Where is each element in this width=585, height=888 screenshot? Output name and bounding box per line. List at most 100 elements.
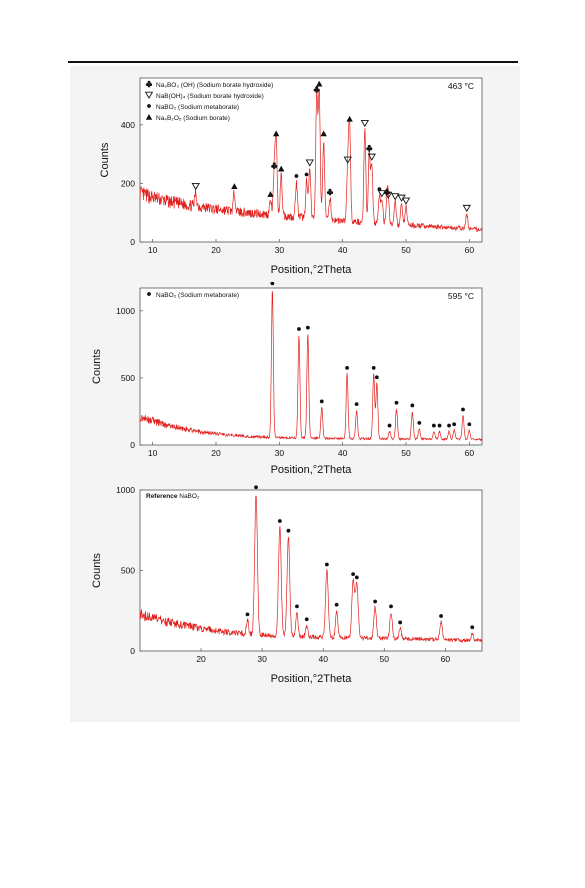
peak-marker-dot xyxy=(398,620,403,625)
peak-marker-dot xyxy=(345,365,349,370)
legend-formula: Reference xyxy=(146,493,178,500)
x-tick-label: 10 xyxy=(148,448,158,458)
diffraction-trace xyxy=(139,495,483,643)
x-tick-label: 50 xyxy=(380,654,390,664)
peak-marker-dot xyxy=(334,602,339,607)
legend-marker-dot xyxy=(147,292,151,296)
legend-entry: Na₄B₂O₅ (Sodium borate) xyxy=(156,115,230,122)
y-tick-label: 500 xyxy=(121,373,135,383)
peak-marker-dot xyxy=(437,423,442,428)
club-lobe xyxy=(328,188,332,192)
peak-marker-dot xyxy=(470,625,475,630)
legend-formula: NaB(OH)₄ xyxy=(156,93,186,100)
legend-formula: NaBO₂ xyxy=(156,104,177,111)
peak-marker-dot xyxy=(254,485,258,490)
peak-marker-dot xyxy=(417,420,422,425)
club-lobe xyxy=(271,164,275,168)
legend-name: (Sodium borate hydroxide) xyxy=(185,93,263,100)
legend-name: NaBO₂ xyxy=(177,493,200,500)
legend-formula: NaBO₂ xyxy=(156,292,177,299)
x-axis-label: Position,°2Theta xyxy=(271,264,353,276)
y-tick-label: 0 xyxy=(130,237,135,247)
xrd-chart-reference: 20 30 40 50 60 0 500 1000 Position,°2Theta Counts… xyxy=(70,484,520,689)
peak-marker-triangle-down xyxy=(367,153,376,161)
peak-marker-dot xyxy=(377,187,382,192)
peak-marker-dot xyxy=(387,423,392,428)
peak-marker-triangle-down xyxy=(360,120,370,128)
club-lobe xyxy=(367,144,371,148)
peak-marker-club xyxy=(366,144,373,152)
peak-marker-dot xyxy=(277,519,282,523)
peak-marker-dot xyxy=(324,562,329,567)
club-lobe xyxy=(272,162,276,166)
temperature-annotation: 463 °C xyxy=(448,81,474,91)
x-tick-label: 30 xyxy=(257,654,267,664)
y-tick-label: 1000 xyxy=(116,306,135,316)
page-header-rule xyxy=(68,61,518,63)
peak-marker-dot xyxy=(351,572,356,577)
legend-name: (Sodium borate) xyxy=(182,115,230,122)
y-tick-label: 1000 xyxy=(116,485,135,495)
y-tick-label: 200 xyxy=(121,178,135,188)
peak-marker-triangle-up xyxy=(231,183,238,190)
peak-marker-triangle-down xyxy=(391,193,400,201)
peak-marker-dot xyxy=(452,422,457,427)
club-lobe xyxy=(316,88,320,92)
legend-marker-triangle-down xyxy=(144,91,154,99)
peak-marker-dot xyxy=(467,422,472,427)
peak-marker-dot xyxy=(461,407,465,412)
x-axis-label: Position,°2Theta xyxy=(271,464,353,476)
peak-marker-club xyxy=(326,188,334,196)
peak-marker-dot xyxy=(394,400,399,405)
legend-name: (Sodium metaborate) xyxy=(176,292,239,299)
xrd-chart-595c: 10 20 30 40 50 60 0 500 1000 Position,°2Theta Coun… xyxy=(70,282,520,477)
peak-marker-triangle-up xyxy=(278,165,285,172)
legend-entry: Reference NaBO₂ xyxy=(146,493,200,500)
peak-marker-club xyxy=(313,86,320,93)
legend-entry: NaB(OH)₄ (Sodium borate hydroxide) xyxy=(156,93,264,100)
x-tick-label: 60 xyxy=(465,245,475,255)
club-stem xyxy=(272,165,276,169)
legend-marker-club xyxy=(145,80,153,88)
diffraction-trace xyxy=(139,290,483,442)
club-lobe xyxy=(313,88,317,92)
x-tick-label: 20 xyxy=(211,245,221,255)
peak-marker-dot xyxy=(286,528,291,533)
x-tick-label: 50 xyxy=(401,448,411,458)
peak-marker-dot xyxy=(354,575,359,580)
peak-marker-dot xyxy=(354,402,359,407)
chart-svg: 20 30 40 50 60 0 500 1000 Position,°2Theta Counts… xyxy=(91,485,483,685)
peak-marker-triangle-down xyxy=(401,197,411,205)
peak-marker-dot xyxy=(319,399,324,404)
x-tick-label: 40 xyxy=(338,448,348,458)
legend-marker-triangle-up xyxy=(145,114,153,120)
club-lobe xyxy=(145,83,149,87)
peak-marker-dot xyxy=(410,403,415,408)
y-axis-label: Counts xyxy=(91,349,103,384)
club-stem xyxy=(315,89,318,93)
y-axis-label: Counts xyxy=(91,553,103,588)
club-stem xyxy=(328,192,332,196)
chart-svg: 10 20 30 40 50 60 0 200 400 Position,°2Theta Count… xyxy=(99,77,483,276)
legend-formula: Na₄B₂O₅ xyxy=(156,115,182,122)
y-tick-label: 0 xyxy=(130,646,135,656)
club-stem xyxy=(367,148,371,152)
y-axis-label: Counts xyxy=(99,142,111,177)
peak-marker-dot xyxy=(245,612,250,617)
peak-marker-dot xyxy=(373,599,378,604)
legend-marker-dot xyxy=(147,104,151,108)
peak-marker-dot xyxy=(374,375,379,380)
plot-area xyxy=(139,287,483,446)
club-lobe xyxy=(330,191,334,195)
peak-marker-triangle-down xyxy=(384,191,393,199)
legend-entry: Na₃BO₃ (OH) (Sodium borate hydroxide) xyxy=(156,82,273,89)
peak-marker-dot xyxy=(304,617,309,622)
peak-marker-triangle-down xyxy=(462,204,471,213)
peak-marker-dot xyxy=(295,604,299,609)
peak-marker-triangle-up xyxy=(316,80,323,87)
chart-svg: 10 20 30 40 50 60 0 500 1000 Position,°2Theta Coun… xyxy=(91,282,483,476)
x-tick-label: 50 xyxy=(401,245,411,255)
club-lobe xyxy=(369,147,373,151)
peak-marker-triangle-up xyxy=(320,130,327,137)
peak-marker-triangle-up xyxy=(272,130,280,137)
